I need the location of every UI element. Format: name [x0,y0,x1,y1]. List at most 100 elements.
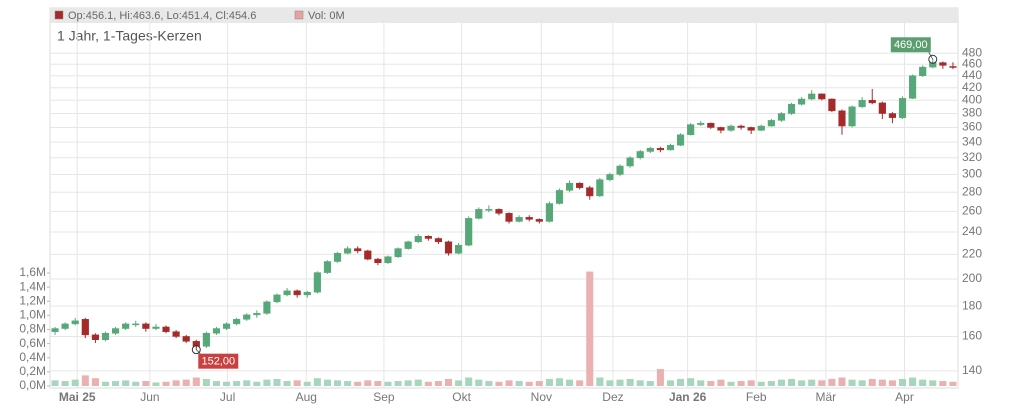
volume-bar [525,381,533,386]
volume-bar [838,377,846,386]
candle-body [495,209,503,214]
x-tick-label: Feb [746,390,767,404]
candle-body [455,244,463,254]
y-tick-label: 160 [962,329,982,343]
candle-body [111,328,120,334]
volume-bar [929,380,937,386]
volume-bar [949,381,957,386]
annotation-label: 152,00 [201,356,235,368]
volume-bar [444,378,453,386]
volume-bar [898,378,907,386]
candle-body [929,62,937,68]
candle-body [465,218,473,246]
volume-bar [283,381,291,386]
volume-bar [455,380,463,386]
volume-bar [687,378,695,386]
chart-title: 1 Jahr, 1-Tages-Kerzen [57,28,202,44]
volume-tick-label: 0,4M [19,350,46,364]
volume-bar [364,380,372,386]
y-tick-label: 380 [962,106,982,120]
volume-bar [182,379,190,386]
volume-bar [192,377,200,386]
volume-bar [293,380,301,386]
candle-body [354,248,362,252]
volume-bar [424,381,432,386]
candle-body [868,100,876,104]
candle-body [898,98,907,118]
volume-bar [868,378,876,386]
candle-body [61,323,69,329]
candle-body [646,148,654,152]
volume-bar [394,381,402,386]
volume-bar [61,381,69,386]
x-tick-label: Nov [531,390,552,404]
candle-body [505,213,513,222]
candle-body [323,261,332,273]
volume-bar [91,378,99,386]
candle-body [818,93,826,100]
volume-bar [828,378,836,386]
candle-body [444,241,453,254]
legend-text: Vol: 0M [308,10,345,22]
candle-body [142,323,150,329]
candle-body [656,148,664,151]
candle-body [858,100,866,108]
y-tick-label: 440 [962,68,982,82]
volume-bar [626,378,634,386]
candle-body [253,313,261,316]
candle-body [828,98,836,112]
candle-body [586,187,594,197]
volume-bar [344,381,352,386]
candle-body [122,323,130,329]
volume-bar [596,377,604,386]
volume-bar [566,379,574,386]
y-tick-label: 260 [962,203,982,217]
volume-bar [586,271,594,386]
candle-body [172,331,180,337]
candle-body [777,113,786,121]
candle-body [273,294,281,303]
candle-body [878,102,886,114]
candle-body [424,236,432,239]
candle-body [515,217,523,222]
candle-body [888,113,897,118]
volume-bar [313,378,321,386]
volume-bar [253,381,261,386]
y-tick-label: 420 [962,80,982,94]
candle-body [565,182,574,191]
candle-body [747,127,755,131]
candle-body [222,323,231,329]
candle-body [616,165,624,175]
candle-body [243,314,251,320]
x-tick-label: Dez [602,390,623,404]
volume-bar [212,381,220,386]
candle-body [162,326,170,332]
y-tick-label: 320 [962,150,982,164]
legend-text: Op:456.1, Hi:463.6, Lo:451.4, Cl:454.6 [68,10,256,22]
volume-bar [485,381,493,386]
x-tick-label: Mär [815,390,836,404]
candle-body [787,103,796,114]
volume-bar [666,380,674,386]
y-tick-label: 460 [962,56,982,70]
candle-body [717,127,725,131]
volume-bar [354,381,362,386]
x-tick-label: Jan 26 [669,390,707,404]
candle-body [687,124,695,135]
volume-bar [475,379,483,386]
y-tick-label: 180 [962,298,982,312]
candle-body [939,62,947,66]
volume-bar [616,379,624,386]
volume-tick-label: 1,4M [19,279,46,293]
y-tick-label: 220 [962,247,982,261]
candle-body [81,319,89,336]
candle-body [263,301,271,314]
volume-bar [878,379,886,386]
volume-tick-label: 1,2M [19,293,46,307]
volume-bar [162,381,170,386]
volume-bar [323,379,331,386]
candle-body [374,258,382,263]
volume-bar [636,380,644,386]
volume-bar [233,381,241,386]
candle-body [919,66,927,76]
